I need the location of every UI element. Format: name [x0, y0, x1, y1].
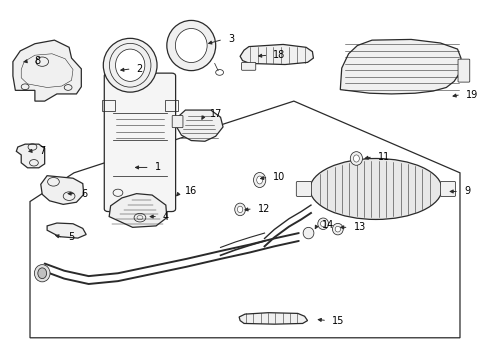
Polygon shape — [239, 313, 308, 324]
Ellipse shape — [103, 39, 157, 92]
Text: 13: 13 — [353, 222, 366, 232]
Text: 11: 11 — [378, 152, 390, 162]
Polygon shape — [240, 44, 314, 64]
FancyBboxPatch shape — [104, 73, 175, 212]
Ellipse shape — [175, 28, 207, 63]
FancyBboxPatch shape — [172, 116, 183, 128]
Bar — [102, 100, 115, 111]
Text: 16: 16 — [185, 186, 197, 197]
Ellipse shape — [335, 226, 341, 232]
Text: 17: 17 — [210, 109, 222, 119]
Ellipse shape — [318, 218, 329, 229]
Ellipse shape — [167, 21, 216, 71]
Polygon shape — [16, 144, 45, 168]
Text: 9: 9 — [464, 186, 470, 197]
Text: 10: 10 — [273, 172, 286, 182]
Polygon shape — [41, 176, 84, 204]
Text: 1: 1 — [155, 162, 161, 172]
Ellipse shape — [253, 172, 266, 188]
Ellipse shape — [238, 206, 243, 213]
Ellipse shape — [303, 227, 314, 239]
Text: 5: 5 — [68, 232, 74, 242]
Polygon shape — [340, 40, 461, 94]
Ellipse shape — [235, 203, 245, 216]
Text: 7: 7 — [39, 145, 45, 156]
Ellipse shape — [257, 176, 263, 184]
Ellipse shape — [353, 155, 359, 162]
Text: 2: 2 — [137, 64, 143, 74]
Text: 8: 8 — [34, 56, 40, 66]
Text: 12: 12 — [258, 204, 270, 214]
Text: 4: 4 — [163, 212, 169, 221]
Text: 18: 18 — [273, 50, 286, 60]
Ellipse shape — [38, 268, 47, 279]
Ellipse shape — [34, 265, 50, 282]
Ellipse shape — [109, 43, 151, 87]
Ellipse shape — [320, 221, 326, 226]
Text: 15: 15 — [332, 316, 344, 325]
Bar — [165, 100, 177, 111]
Ellipse shape — [310, 158, 442, 220]
Text: 6: 6 — [81, 189, 87, 199]
Text: 19: 19 — [466, 90, 478, 100]
FancyBboxPatch shape — [458, 59, 470, 82]
Ellipse shape — [116, 49, 145, 81]
Polygon shape — [47, 223, 86, 238]
FancyBboxPatch shape — [296, 181, 312, 197]
Text: 14: 14 — [322, 220, 335, 230]
Text: 3: 3 — [228, 35, 234, 44]
Ellipse shape — [350, 152, 363, 165]
Polygon shape — [109, 194, 167, 227]
Polygon shape — [176, 110, 223, 141]
Polygon shape — [13, 40, 81, 101]
Ellipse shape — [332, 224, 343, 235]
FancyBboxPatch shape — [242, 62, 256, 70]
FancyBboxPatch shape — [441, 181, 456, 197]
